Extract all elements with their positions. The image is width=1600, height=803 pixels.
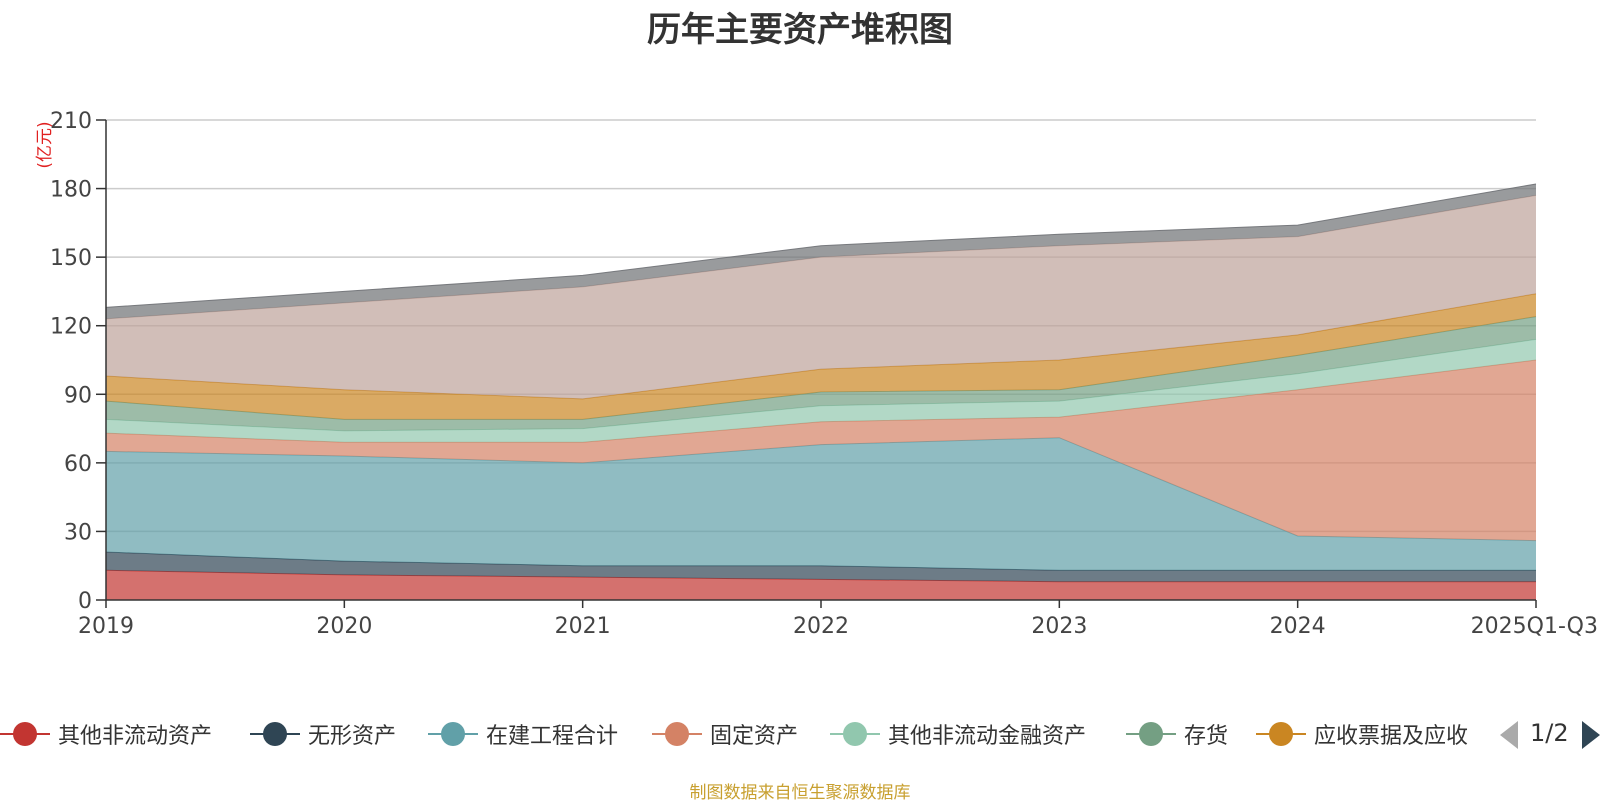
legend-item[interactable]: 无形资产	[250, 712, 396, 756]
stacked-area-chart: 0 30 60 90 120 150 180 210 2019 2020 2021 2022 2023 2…	[35, 109, 1598, 639]
area-series-1[interactable]	[106, 570, 1536, 600]
area-series-3[interactable]	[106, 437, 1536, 571]
area-series-5[interactable]	[106, 339, 1536, 443]
legend-label: 在建工程合计	[486, 724, 619, 749]
y-axis-unit-label: (亿元)	[35, 121, 55, 168]
x-tick-label: 2019	[78, 614, 134, 639]
area-series-4[interactable]	[106, 360, 1536, 541]
y-tick-label: 150	[50, 246, 92, 271]
legend-marker-icon	[652, 712, 702, 756]
y-tick-label: 120	[50, 315, 92, 340]
legend-marker-icon	[428, 712, 478, 756]
pager-prev-icon[interactable]	[1500, 721, 1518, 749]
y-tick-label: 210	[50, 109, 92, 134]
legend-item[interactable]: 其他非流动资产	[0, 712, 212, 756]
legend-item[interactable]: 存货	[1126, 712, 1228, 756]
legend-label: 存货	[1184, 724, 1229, 749]
area-series-2[interactable]	[106, 552, 1536, 582]
x-tick-label: 2020	[316, 614, 372, 639]
legend-marker-icon	[1126, 712, 1176, 756]
legend-item[interactable]: 其他非流动金融资产	[830, 712, 1086, 756]
area-series-7[interactable]	[106, 293, 1536, 420]
legend-marker-icon	[250, 712, 300, 756]
legend-label: 无形资产	[308, 724, 397, 749]
y-tick-label: 90	[64, 383, 92, 408]
area-series-edge-9	[105, 183, 1537, 308]
legend-item[interactable]: 在建工程合计	[428, 712, 618, 756]
legend-label: 其他非流动资产	[58, 724, 213, 749]
area-series-8[interactable]	[106, 195, 1536, 399]
legend-item[interactable]: 应收票据及应收	[1256, 712, 1468, 756]
area-series-6[interactable]	[106, 316, 1536, 431]
chart-title: 历年主要资产堆积图	[647, 10, 953, 50]
y-tick-label: 60	[64, 452, 92, 477]
legend-label: 固定资产	[710, 724, 799, 749]
pager-next-icon[interactable]	[1582, 721, 1600, 749]
y-tick-label: 30	[64, 520, 92, 545]
legend-marker-icon	[1256, 712, 1306, 756]
pager-page-text: 1/2	[1530, 719, 1569, 747]
legend: 其他非流动资产 无形资产 在建工程合计 固定资产 其他非流动金融资产 存货 应收票据及应收	[0, 712, 1600, 756]
legend-label: 应收票据及应收	[1314, 724, 1469, 749]
x-tick-label: 2025Q1-Q3	[1471, 614, 1598, 639]
legend-pager: 1/2	[1500, 714, 1600, 754]
area-series-layer	[105, 183, 1537, 600]
x-tick-label: 2024	[1270, 614, 1326, 639]
area-series-9[interactable]	[106, 184, 1536, 319]
y-tick-label: 180	[50, 178, 92, 203]
legend-marker-icon	[830, 712, 880, 756]
axes: 0 30 60 90 120 150 180 210 2019 2020 2021 2022 2023 2…	[50, 109, 1598, 639]
legend-label: 其他非流动金融资产	[888, 724, 1087, 749]
x-tick-label: 2023	[1031, 614, 1087, 639]
x-tick-label: 2021	[555, 614, 611, 639]
x-tick-label: 2022	[793, 614, 849, 639]
y-tick-label: 0	[78, 589, 92, 614]
footer-note: 制图数据来自恒生聚源数据库	[689, 783, 911, 803]
legend-marker-icon	[0, 712, 50, 756]
legend-item[interactable]: 固定资产	[652, 712, 798, 756]
